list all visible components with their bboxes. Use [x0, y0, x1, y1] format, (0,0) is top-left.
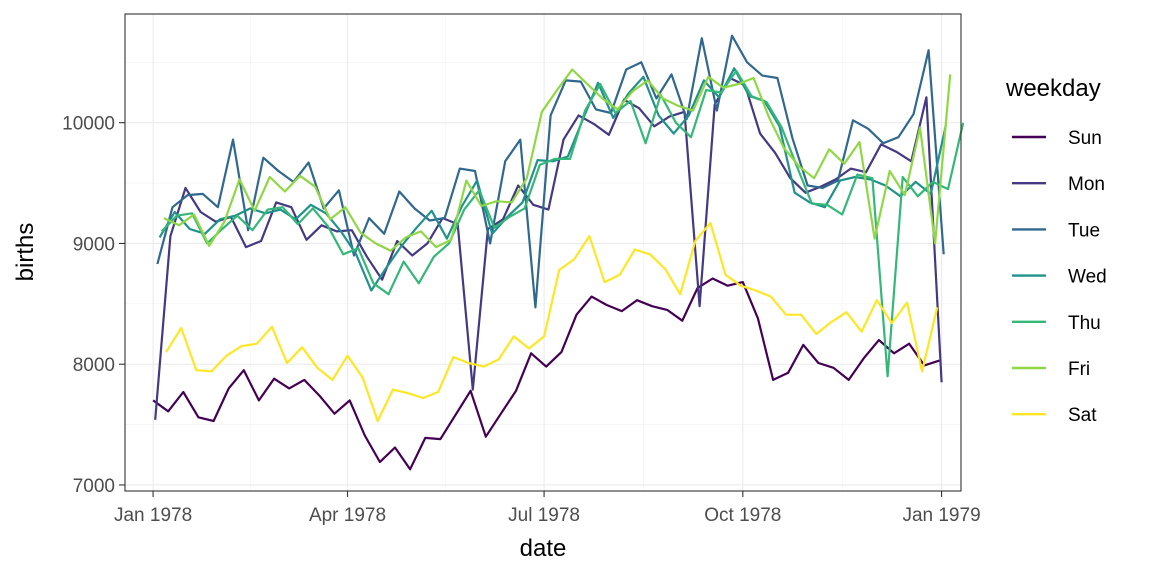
x-tick-label: Jan 1978	[114, 505, 192, 526]
y-axis: 7000 8000 9000 10000	[62, 114, 125, 497]
legend: weekday Sun Mon Tue Wed Thu Fri Sat	[1005, 75, 1107, 426]
y-tick-label: 10000	[62, 114, 115, 135]
x-tick-label: Apr 1978	[309, 505, 386, 526]
series-line-mon	[154, 76, 943, 420]
x-tick-label: Jul 1978	[508, 505, 580, 526]
series-line-tue	[156, 34, 945, 309]
legend-label-sun: Sun	[1068, 128, 1102, 149]
series-line-thu	[160, 69, 965, 378]
legend-label-tue: Tue	[1068, 220, 1100, 241]
series-line-sat	[165, 221, 939, 423]
legend-label-fri: Fri	[1068, 359, 1090, 380]
y-axis-title: births	[12, 223, 39, 282]
plot-panel-background	[125, 14, 961, 491]
series-lines	[152, 34, 965, 471]
x-axis: Jan 1978 Apr 1978 Jul 1978 Oct 1978 Jan 1979	[114, 491, 981, 526]
legend-label-sat: Sat	[1068, 405, 1097, 426]
x-tick-label: Jan 1979	[902, 505, 980, 526]
legend-label-wed: Wed	[1068, 267, 1107, 288]
series-line-fri	[163, 68, 952, 252]
y-tick-label: 9000	[73, 234, 115, 255]
legend-label-thu: Thu	[1068, 313, 1101, 334]
legend-title: weekday	[1005, 75, 1101, 102]
x-tick-label: Oct 1978	[704, 505, 781, 526]
y-tick-label: 7000	[73, 476, 115, 497]
y-tick-label: 8000	[73, 355, 115, 376]
series-line-sun	[152, 277, 940, 471]
minor-gridlines	[125, 14, 961, 491]
legend-label-mon: Mon	[1068, 174, 1105, 195]
plot-panel-border	[124, 13, 962, 492]
x-axis-title: date	[520, 535, 567, 562]
